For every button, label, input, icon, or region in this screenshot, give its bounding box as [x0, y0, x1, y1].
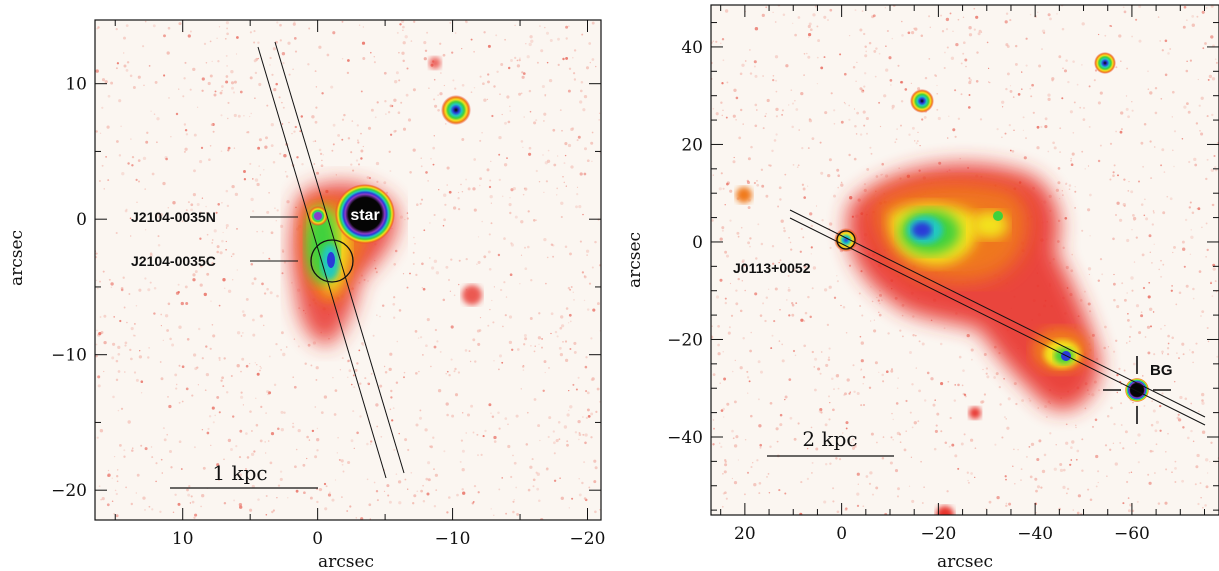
x-tick-label: 10 [172, 529, 194, 549]
right-compact-source-5 [936, 506, 954, 515]
right-x-axis-label: arcsec [937, 552, 993, 571]
x-tick-label: −20 [570, 529, 606, 549]
left-scale-label: 1 kpc [212, 461, 267, 485]
bg-crosshair [1103, 356, 1171, 424]
left-aperture-circle [310, 239, 354, 283]
right-y-axis-label: arcsec [625, 232, 645, 288]
x-tick-label: −60 [1114, 524, 1150, 544]
y-tick-label: 20 [681, 135, 703, 155]
right-compact-source-3 [736, 187, 752, 203]
right-aperture-circle [836, 230, 856, 250]
left-slit-edge-2 [274, 41, 405, 474]
star-label: star [350, 207, 379, 224]
left-tick-labels: 10 0 −10 −20 10 0 −10 −20 [51, 75, 605, 549]
left-compact-source-3 [429, 57, 441, 69]
y-tick-label: 10 [65, 75, 87, 95]
y-tick-label: 0 [692, 233, 703, 253]
left-compact-source-2 [462, 285, 482, 305]
left-noise-speckles [95, 20, 601, 520]
right-scale-label: 2 kpc [802, 427, 857, 451]
right-panel: 20 0 −20 −40 −60 40 20 0 −20 −40 J0113+0052 BG 2 … [625, 4, 1219, 571]
label-j2104-central: J2104-0035C [131, 253, 216, 269]
label-j2104-north: J2104-0035N [131, 209, 216, 225]
label-j0113: J0113+0052 [733, 260, 811, 276]
left-y-axis-label: arcsec [7, 230, 27, 286]
x-tick-label: −10 [435, 529, 471, 549]
left-slit-edge-1 [257, 46, 387, 479]
left-compact-source-1 [441, 95, 471, 125]
right-compact-source-4 [969, 407, 981, 419]
left-x-axis-label: arcsec [318, 552, 374, 571]
y-tick-label: −10 [51, 346, 87, 366]
left-panel: 10 0 −10 −20 10 0 −10 −20 J2104-0035N J2104-003… [7, 19, 605, 571]
label-bg: BG [1150, 362, 1173, 379]
right-tick-marks [711, 5, 1219, 515]
right-compact-source-1 [910, 89, 934, 113]
x-tick-label: 20 [734, 524, 756, 544]
right-tick-labels: 20 0 −20 −40 −60 40 20 0 −20 −40 [667, 38, 1150, 544]
y-tick-label: −40 [667, 428, 703, 448]
y-tick-label: −20 [51, 481, 87, 501]
right-slit-edge-1 [789, 209, 1206, 418]
x-tick-label: −40 [1017, 524, 1053, 544]
y-tick-label: 40 [681, 38, 703, 58]
right-plot-frame [710, 4, 1219, 516]
x-tick-label: −20 [920, 524, 956, 544]
left-tick-marks [95, 20, 601, 520]
y-tick-label: 0 [76, 210, 87, 230]
left-plot-frame [94, 19, 602, 521]
star-blob [335, 184, 395, 244]
x-tick-label: 0 [836, 524, 847, 544]
right-slit-edge-2 [789, 217, 1206, 426]
x-tick-label: 0 [312, 529, 323, 549]
bg-source-blob [1125, 378, 1149, 402]
right-compact-source-2 [1094, 52, 1116, 74]
y-tick-label: −20 [667, 330, 703, 350]
